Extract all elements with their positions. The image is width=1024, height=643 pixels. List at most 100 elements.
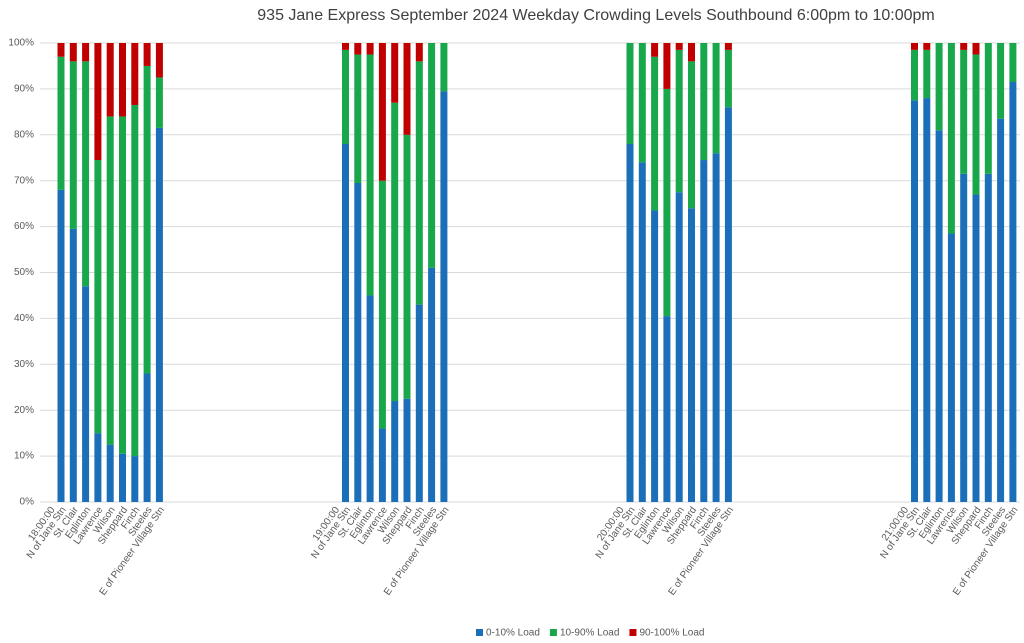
- bar-segment: [1009, 82, 1017, 502]
- bar-segment: [638, 162, 646, 502]
- bar-segment: [997, 118, 1005, 503]
- bar-segment: [143, 373, 151, 502]
- y-tick-label: 30%: [14, 359, 34, 370]
- bar-segment: [440, 43, 448, 92]
- bar-segment: [947, 233, 955, 503]
- bar-segment: [935, 130, 943, 502]
- bar-segment: [403, 134, 411, 399]
- bar-segment: [378, 428, 386, 502]
- bar-segment: [391, 102, 399, 402]
- bar-segment: [984, 43, 992, 174]
- bar-segment: [724, 43, 732, 50]
- bar-segment: [366, 43, 374, 55]
- bar-segment: [57, 43, 65, 57]
- bar-segment: [342, 43, 349, 50]
- bar-segment: [106, 43, 114, 117]
- bar-segment: [972, 43, 980, 55]
- y-tick-label: 40%: [14, 313, 34, 324]
- bar-segment: [675, 43, 683, 50]
- bar-segment: [131, 43, 139, 105]
- bar-segment: [626, 143, 634, 503]
- bar-segment: [354, 182, 362, 502]
- bar-segment: [651, 43, 659, 57]
- bar-segment: [688, 43, 695, 62]
- bar-segment: [1009, 43, 1017, 83]
- bar-segment: [82, 61, 90, 287]
- bar-segment: [94, 160, 102, 434]
- bar-segment: [119, 43, 126, 117]
- bar-segment: [415, 43, 423, 62]
- bar-segment: [911, 43, 918, 50]
- bar-segment: [106, 444, 114, 502]
- bar-segment: [403, 43, 411, 135]
- y-tick-label: 50%: [14, 267, 34, 278]
- bar-segment: [69, 43, 77, 62]
- bar-segment: [935, 43, 943, 131]
- bar-segment: [378, 43, 386, 181]
- bar-segment: [391, 401, 399, 502]
- bar-segment: [663, 43, 671, 89]
- bar-segment: [923, 43, 931, 50]
- bar-segment: [700, 43, 708, 161]
- bar-segment: [342, 49, 349, 144]
- y-tick-label: 60%: [14, 221, 34, 232]
- y-tick-label: 70%: [14, 175, 34, 186]
- bar-segment: [923, 49, 931, 99]
- bar-segment: [119, 453, 126, 502]
- legend-label: 90-100% Load: [639, 628, 704, 639]
- bar-segment: [972, 54, 980, 195]
- bar-segment: [663, 88, 671, 317]
- bar-segment: [415, 304, 423, 502]
- bar-segment: [440, 91, 448, 502]
- bar-segment: [960, 43, 968, 50]
- legend-swatch: [549, 629, 557, 636]
- bar-segment: [119, 116, 126, 454]
- bar-segment: [428, 267, 436, 502]
- bar-segment: [155, 77, 163, 128]
- bar-segment: [960, 173, 968, 502]
- bar-segment: [997, 43, 1005, 119]
- bar-segment: [94, 43, 102, 161]
- bar-segment: [626, 43, 634, 144]
- y-tick-label: 0%: [20, 497, 35, 508]
- bar-segment: [69, 228, 77, 502]
- bar-segment: [366, 54, 374, 296]
- y-tick-label: 80%: [14, 129, 34, 140]
- bar-segment: [675, 192, 683, 503]
- bar-segment: [675, 49, 683, 193]
- bar-segment: [94, 433, 102, 502]
- bar-segment: [712, 43, 720, 154]
- bar-segment: [428, 43, 436, 268]
- bar-segment: [342, 143, 349, 503]
- bar-segment: [155, 43, 163, 78]
- bar-segment: [638, 43, 646, 163]
- y-tick-label: 10%: [14, 451, 34, 462]
- bar-segment: [415, 61, 423, 305]
- bar-segment: [984, 173, 992, 502]
- bar-segment: [911, 100, 918, 502]
- bar-segment: [923, 98, 931, 502]
- bar-segment: [143, 43, 151, 66]
- y-tick-label: 90%: [14, 84, 34, 95]
- bar-segment: [947, 43, 955, 234]
- bar-segment: [57, 189, 65, 502]
- bar-segment: [663, 316, 671, 502]
- bar-segment: [378, 180, 386, 429]
- bar-segment: [960, 49, 968, 174]
- bar-segment: [972, 194, 980, 502]
- bar-segment: [131, 456, 139, 502]
- bar-segment: [651, 56, 659, 211]
- bar-segment: [155, 127, 163, 502]
- bar-segment: [700, 160, 708, 503]
- bar-segment: [724, 49, 732, 108]
- bar-segment: [391, 43, 399, 103]
- legend-label: 0-10% Load: [486, 628, 540, 639]
- bar-segment: [911, 49, 918, 101]
- bar-segment: [82, 286, 90, 502]
- bar-segment: [688, 61, 695, 209]
- chart-title: 935 Jane Express September 2024 Weekday …: [257, 7, 934, 24]
- legend-swatch: [629, 629, 637, 636]
- bar-segment: [131, 104, 139, 457]
- bar-segment: [688, 208, 695, 503]
